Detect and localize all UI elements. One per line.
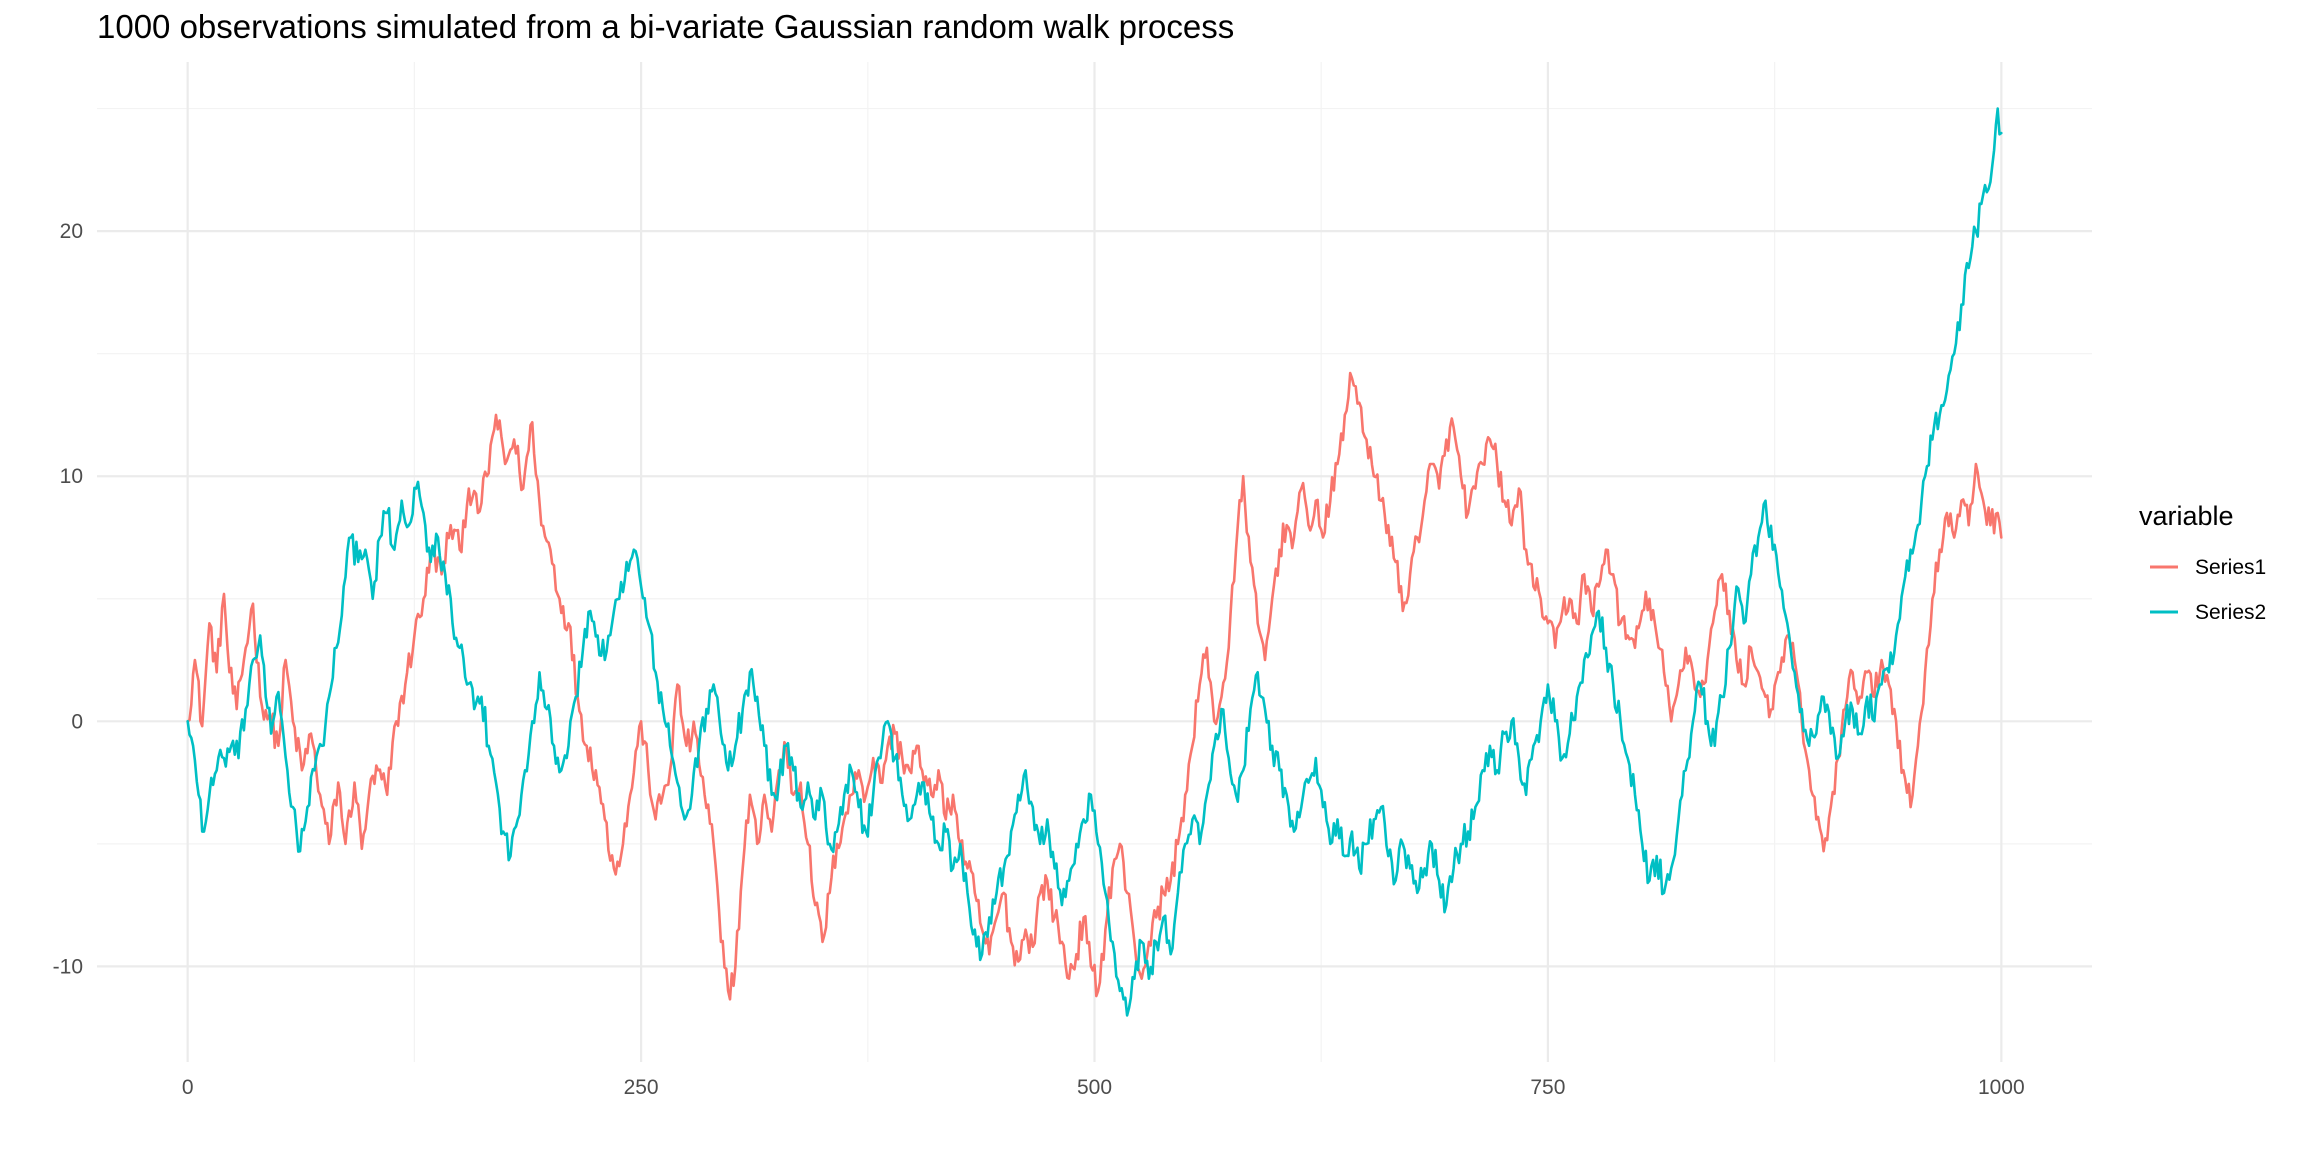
x-tick-label: 750 [1530,1076,1565,1099]
major-gridlines [97,62,2092,1062]
y-tick-label: -10 [53,955,83,978]
legend-title: variable [2139,501,2234,531]
legend: variable Series1 Series2 [2139,501,2266,624]
series-line-series1 [186,371,2003,1001]
legend-label-series2: Series2 [2195,601,2266,624]
y-axis-tick-labels: -10 0 10 20 [53,220,83,978]
y-tick-label: 20 [60,220,83,243]
x-tick-label: 0 [182,1076,194,1099]
x-tick-label: 250 [624,1076,659,1099]
chart-title: 1000 observations simulated from a bi-va… [97,8,1234,45]
y-tick-label: 0 [71,710,83,733]
series-lines [186,107,2003,1017]
x-tick-label: 1000 [1978,1076,2025,1099]
legend-label-series1: Series1 [2195,556,2266,579]
series-line-series2 [186,107,2003,1017]
y-tick-label: 10 [60,465,83,488]
x-tick-label: 500 [1077,1076,1112,1099]
x-axis-tick-labels: 0 250 500 750 1000 [182,1076,2025,1099]
